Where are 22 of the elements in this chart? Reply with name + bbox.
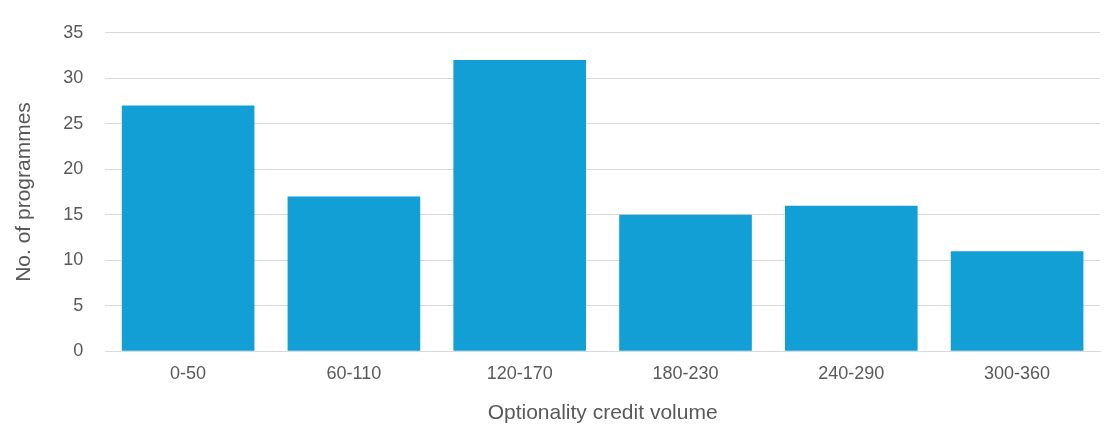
bar <box>121 105 255 351</box>
x-axis-title: Optionality credit volume <box>487 400 718 424</box>
y-tick-label: 25 <box>63 112 84 133</box>
y-tick-label: 20 <box>63 158 84 179</box>
y-tick-label: 15 <box>63 203 84 224</box>
x-tick-label: 120-170 <box>486 362 553 383</box>
y-axis-title: No. of programmes <box>11 102 35 282</box>
y-tick-label: 35 <box>63 21 84 42</box>
x-tick-label: 240-290 <box>818 362 885 383</box>
y-tick-label: 30 <box>63 67 84 88</box>
x-tick-label: 0-50 <box>170 362 207 383</box>
bar <box>453 60 587 351</box>
bar <box>287 196 421 351</box>
y-tick-label: 5 <box>73 294 84 315</box>
bar <box>950 251 1084 351</box>
x-tick-label: 60-110 <box>326 362 382 383</box>
x-tick-label: 180-230 <box>652 362 719 383</box>
y-tick-label: 10 <box>63 249 84 270</box>
y-tick-label: 0 <box>73 340 84 361</box>
bar <box>619 214 752 351</box>
bar <box>784 205 918 351</box>
x-tick-label: 300-360 <box>984 362 1051 383</box>
